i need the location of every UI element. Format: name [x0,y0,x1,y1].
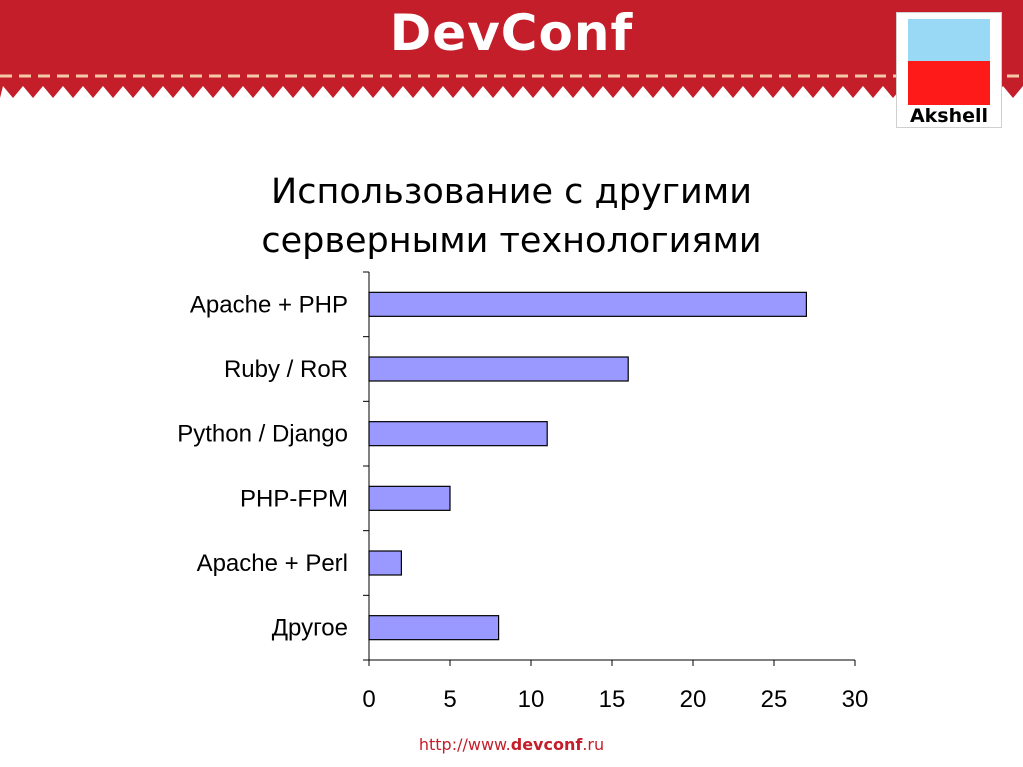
sponsor-name: Akshell [909,105,989,127]
category-label: PHP-FPM [240,485,348,512]
category-label: Python / Django [177,421,348,448]
slide-title: Использование с другими серверными техно… [0,168,1023,266]
category-label: Другое [272,615,348,642]
slide-title-line-1: Использование с другими [271,172,752,212]
bar-5 [368,615,500,641]
sponsor-logo-top [908,19,990,61]
x-tick-label: 25 [761,686,788,713]
bar-1 [368,356,629,382]
x-tick-label: 20 [680,686,707,713]
footer-url-suffix: .ru [582,735,605,754]
sponsor-logo-bottom [908,61,990,105]
header-banner [0,0,1023,98]
category-label: Ruby / RoR [224,356,348,383]
slide-title-line-2: серверными технологиями [261,221,762,261]
x-tick-label: 5 [443,686,456,713]
category-label: Apache + PHP [190,291,348,318]
footer-url-domain: devconf [510,735,583,754]
devconf-logo: DevConf [389,4,634,62]
x-tick-label: 0 [362,686,375,713]
x-tick-label: 10 [518,686,545,713]
x-tick-label: 15 [599,686,626,713]
category-label: Apache + Perl [197,550,348,577]
sponsor-logo: Akshell [896,12,1002,128]
banner-background [0,0,1023,98]
footer-url[interactable]: http://www.devconf.ru [0,735,1023,754]
bar-3 [368,485,451,511]
footer-url-prefix: http://www. [418,735,511,754]
bar-0 [368,291,807,317]
bar-2 [368,421,548,447]
x-tick-label: 30 [842,686,869,713]
bar-4 [368,550,403,576]
